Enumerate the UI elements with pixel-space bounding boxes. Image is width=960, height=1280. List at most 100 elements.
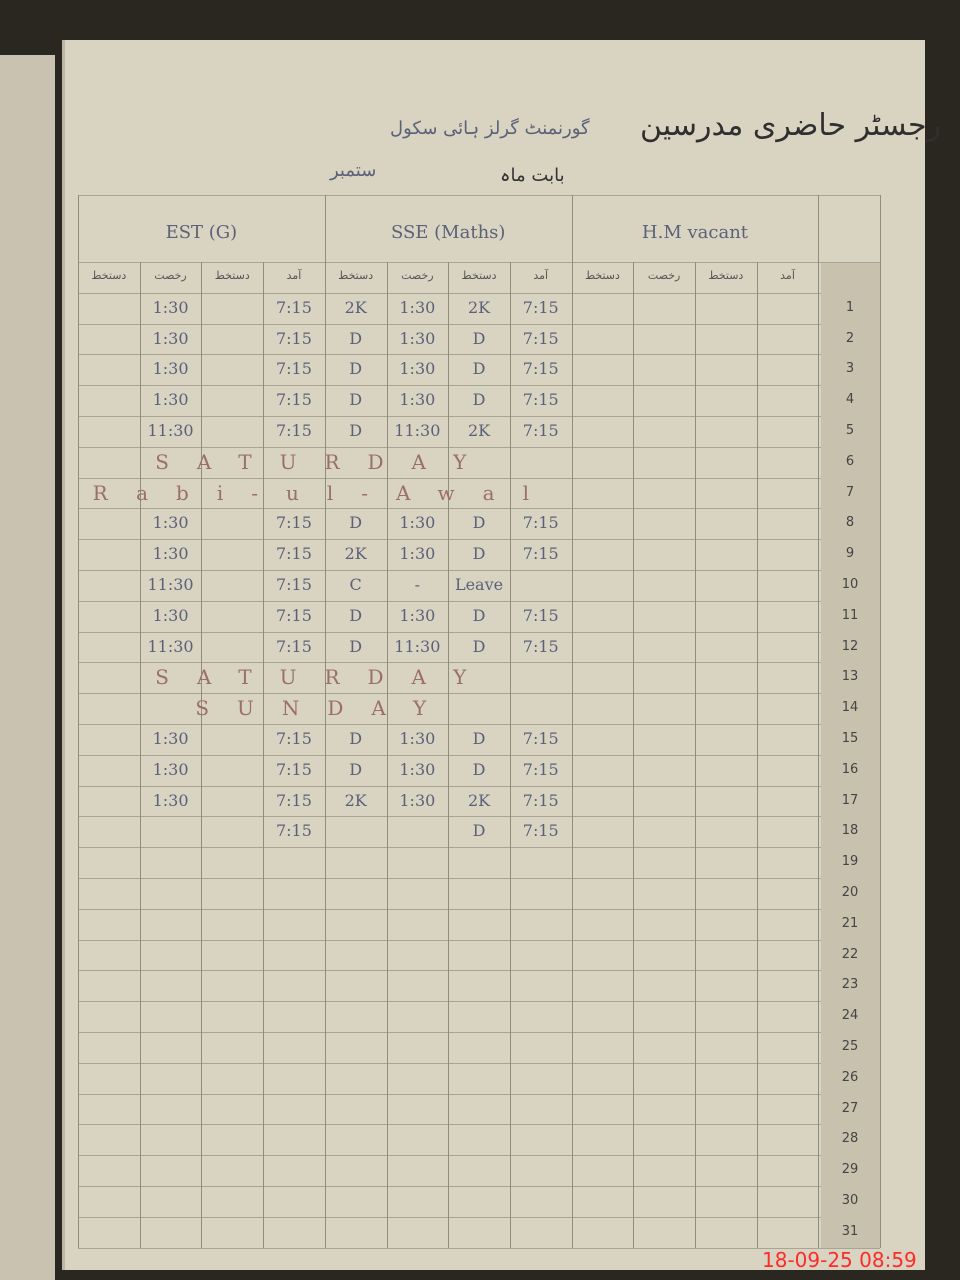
rule xyxy=(78,1247,880,1249)
cell-entry: 7:15 xyxy=(275,513,312,533)
rule xyxy=(78,816,880,818)
teacher-divider xyxy=(818,195,820,1248)
row-number: 22 xyxy=(841,946,859,962)
cell-entry: D xyxy=(349,328,363,348)
rule xyxy=(78,693,880,695)
row-number: 19 xyxy=(841,854,859,870)
cell-entry: 1:30 xyxy=(399,759,436,779)
cell-entry: 7:15 xyxy=(522,297,559,317)
rule xyxy=(78,754,880,756)
cell-entry: 1:30 xyxy=(152,759,189,779)
paper xyxy=(62,40,925,1270)
rule xyxy=(78,539,880,541)
row-number: 6 xyxy=(845,453,855,469)
rule xyxy=(78,323,880,325)
cell-entry: 1:30 xyxy=(152,297,189,317)
rule xyxy=(78,292,880,294)
cell-entry: 7:15 xyxy=(522,790,559,810)
row-number: 14 xyxy=(841,700,859,716)
rule xyxy=(78,662,880,664)
column-divider xyxy=(201,262,203,1248)
row-number: 17 xyxy=(841,792,859,808)
cell-entry: 7:15 xyxy=(275,297,312,317)
teacher-divider xyxy=(78,195,79,1248)
cell-entry: D xyxy=(349,359,363,379)
cell-entry: 1:30 xyxy=(152,790,189,810)
rule xyxy=(78,508,880,510)
cell-entry: 7:15 xyxy=(275,575,312,594)
previous-page xyxy=(0,55,55,1280)
cell-entry: 2K xyxy=(344,790,367,810)
rule xyxy=(78,939,880,941)
row-number: 23 xyxy=(841,977,859,993)
cell-entry: 1:30 xyxy=(399,513,436,533)
cell-entry: - xyxy=(414,575,421,594)
row-number: 13 xyxy=(841,669,859,685)
cell-entry: 7:15 xyxy=(275,605,312,625)
cell-entry: 1:30 xyxy=(399,544,436,564)
cell-entry: 1:30 xyxy=(152,729,189,748)
rule xyxy=(78,908,880,910)
row-number: 10 xyxy=(841,577,859,592)
day-note: SATURDAY xyxy=(155,449,495,474)
column-header: دستخط xyxy=(708,269,744,282)
cell-entry: D xyxy=(472,544,486,564)
cell-entry: 1:30 xyxy=(399,297,436,317)
row-number: 8 xyxy=(845,515,855,531)
cell-entry: D xyxy=(472,605,486,625)
cell-entry: 7:15 xyxy=(275,328,312,348)
cell-entry: D xyxy=(349,636,363,656)
rule xyxy=(78,847,880,849)
column-header: دستخط xyxy=(461,269,497,282)
cell-entry: D xyxy=(472,390,486,410)
rule xyxy=(78,1032,880,1033)
rule xyxy=(78,1062,880,1064)
column-header: رخصت xyxy=(154,269,187,282)
cell-entry: 2K xyxy=(467,421,491,440)
rule xyxy=(78,477,880,479)
column-header: آمد xyxy=(780,269,795,282)
column-header: آمد xyxy=(533,269,549,282)
cell-entry: 11:30 xyxy=(147,636,194,656)
cell-entry: 1:30 xyxy=(399,790,436,810)
column-header: دستخط xyxy=(584,269,620,282)
month: ستمبر xyxy=(330,160,377,181)
row-number: 25 xyxy=(841,1039,859,1054)
cell-entry: 1:30 xyxy=(399,605,436,625)
number-column xyxy=(821,263,880,1248)
column-divider xyxy=(139,262,141,1248)
cell-entry: 7:15 xyxy=(275,821,312,841)
cell-entry: 7:15 xyxy=(275,359,312,379)
row-number: 2 xyxy=(845,330,855,346)
cell-entry: 7:15 xyxy=(275,759,312,779)
rule xyxy=(78,1124,880,1126)
cell-entry: 2K xyxy=(467,297,491,317)
cell-entry: 7:15 xyxy=(522,759,559,779)
cell-entry: 7:15 xyxy=(275,421,312,440)
cell-entry: 11:30 xyxy=(394,421,441,440)
rule xyxy=(78,631,880,633)
timestamp: 18-09-25 08:59 xyxy=(762,1248,917,1272)
cell-entry: 1:30 xyxy=(152,513,189,533)
row-number: 4 xyxy=(845,392,855,408)
teacher-name: SSE (Maths) xyxy=(390,222,506,243)
cell-entry: 11:30 xyxy=(147,421,194,440)
cell-entry: 11:30 xyxy=(394,636,441,656)
cell-entry: D xyxy=(349,729,363,748)
cell-entry: 7:15 xyxy=(522,821,559,841)
cell-entry: 7:15 xyxy=(275,636,312,656)
rule xyxy=(78,600,880,602)
row-number: 1 xyxy=(845,299,855,315)
cell-entry: D xyxy=(349,513,363,533)
column-divider xyxy=(386,262,388,1248)
cell-entry: Leave xyxy=(454,575,504,594)
row-number: 26 xyxy=(841,1069,859,1085)
cell-entry: 2K xyxy=(344,544,367,564)
column-divider xyxy=(633,262,635,1248)
rule xyxy=(78,724,880,725)
cell-entry: 7:15 xyxy=(522,636,559,656)
cell-entry: D xyxy=(349,421,363,440)
cell-entry: 1:30 xyxy=(152,605,189,625)
column-divider xyxy=(448,262,450,1248)
rule xyxy=(78,416,880,417)
